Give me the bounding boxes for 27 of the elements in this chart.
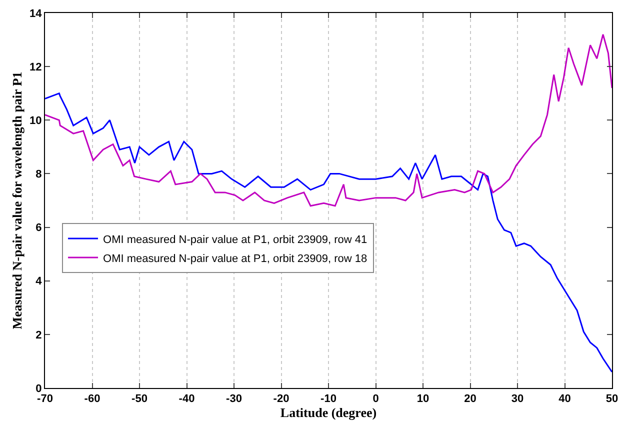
y-tick-label: 12 <box>30 61 42 74</box>
y-tick-label: 14 <box>30 8 43 20</box>
x-tick-label: -20 <box>273 393 290 406</box>
x-tick-label: -30 <box>226 393 242 406</box>
x-tick-label: 20 <box>464 393 476 406</box>
y-axis-title: Measured N-pair value for wavelength pair P1 <box>10 72 24 330</box>
x-tick-label: 0 <box>372 393 379 406</box>
legend-label: OMI measured N-pair value at P1, orbit 23909, row 18 <box>103 252 368 265</box>
x-tick-label: 10 <box>416 393 430 406</box>
line-series <box>45 34 612 207</box>
x-axis-title: Latitude (degree) <box>280 405 377 420</box>
x-tick-label: 50 <box>606 393 618 406</box>
x-tick-label: 40 <box>558 393 571 406</box>
y-tick-label: 0 <box>36 382 42 395</box>
legend-label: OMI measured N-pair value at P1, orbit 23909, row 41 <box>103 234 368 246</box>
x-tick-label: -40 <box>178 393 195 406</box>
y-tick-label: 6 <box>36 222 42 234</box>
y-tick-label: 10 <box>30 114 42 127</box>
x-tick-label: -70 <box>37 393 53 406</box>
x-tick-label: -10 <box>320 393 336 406</box>
x-tick-label: -60 <box>84 393 100 406</box>
y-tick-label: 8 <box>36 168 42 181</box>
y-tick-label: 4 <box>36 276 43 288</box>
x-tick-label: -50 <box>132 393 148 406</box>
x-tick-label: 30 <box>511 393 524 406</box>
line-series <box>45 92 612 373</box>
y-tick-label: 2 <box>36 329 42 342</box>
